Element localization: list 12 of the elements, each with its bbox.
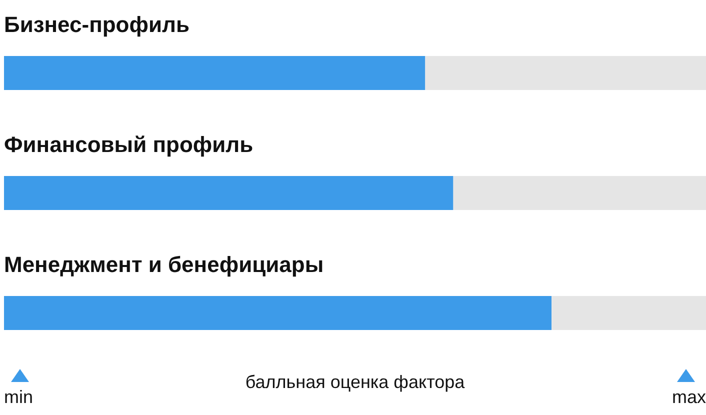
x-axis-title: балльная оценка фактора [245,372,466,392]
bar [552,296,706,330]
bar [425,56,706,90]
y-tick-label: Бизнес-профиль [4,12,190,37]
bar [4,296,552,330]
annotation: min [4,387,34,407]
bar [4,176,454,210]
bar [4,56,426,90]
annotation: max [672,387,706,407]
y-tick-label: Менеджмент и бенефициары [4,252,324,277]
y-tick-label: Финансовый профиль [4,132,254,157]
bar [453,176,706,210]
